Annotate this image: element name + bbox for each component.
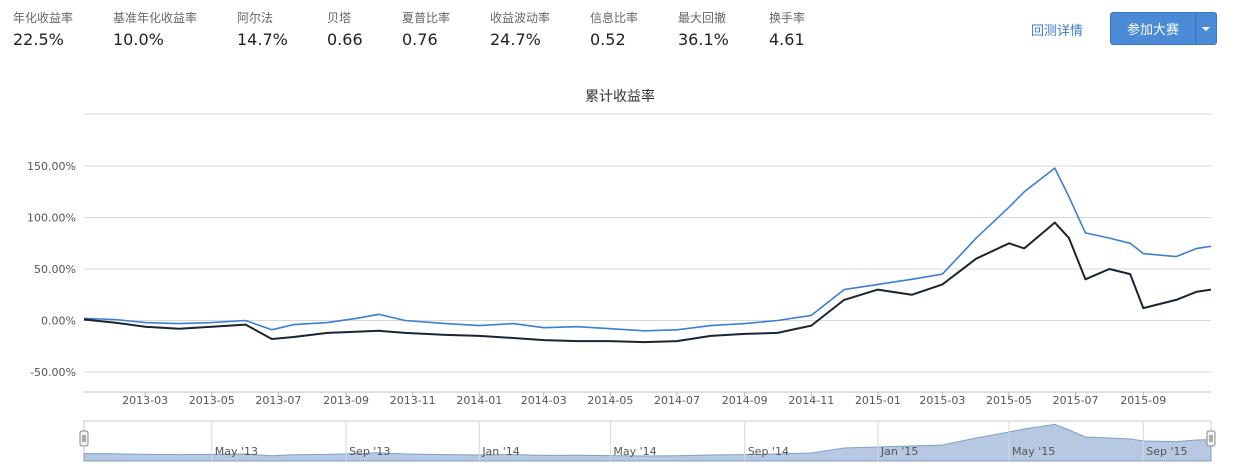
metric-label: 收益波动率 (490, 11, 551, 25)
metric-beta: 贝塔 0.66 (327, 10, 402, 51)
y-tick-label: 100.00% (27, 212, 76, 225)
metric-benchmark-return: 基准年化收益率 10.0% (113, 10, 237, 51)
metric-label: 阿尔法 (237, 11, 274, 25)
metric-label: 最大回撤 (678, 11, 727, 25)
metric-max-drawdown: 最大回撤 36.1% (678, 10, 769, 51)
metric-label: 基准年化收益率 (113, 11, 198, 25)
x-tick-label: 2014-05 (587, 394, 633, 407)
navigator-tick-label: May '14 (613, 445, 656, 458)
x-tick-label: 2015-03 (919, 394, 965, 407)
x-tick-label: 2013-07 (255, 394, 301, 407)
metric-value: 0.52 (590, 30, 626, 49)
x-tick-label: 2015-09 (1120, 394, 1166, 407)
x-tick-label: 2015-05 (986, 394, 1032, 407)
portfolio-line (83, 167, 1212, 332)
backtest-detail-link[interactable]: 回测详情 (1031, 24, 1084, 39)
navigator-tick-label: Jan '15 (880, 445, 918, 458)
chart-title: 累计收益率 (585, 89, 655, 105)
metric-value: 22.5% (13, 30, 64, 49)
navigator-tick-label: Sep '15 (1146, 445, 1187, 458)
y-tick-label: 0.00% (41, 315, 76, 328)
metric-volatility: 收益波动率 24.7% (490, 10, 590, 51)
metric-alpha: 阿尔法 14.7% (237, 10, 327, 51)
metric-value: 0.66 (327, 30, 363, 49)
x-tick-label: 2013-11 (390, 394, 436, 407)
join-contest-label: 参加大赛 (1126, 23, 1179, 38)
x-tick-label: 2014-03 (521, 394, 567, 407)
navigator-tick-label: Jan '14 (481, 445, 519, 458)
metric-value: 24.7% (490, 30, 541, 49)
button-divider (1195, 13, 1196, 44)
metric-label: 换手率 (769, 11, 806, 25)
x-tick-label: 2013-05 (189, 394, 235, 407)
join-contest-button[interactable]: 参加大赛 (1110, 12, 1217, 45)
x-tick-label: 2014-09 (722, 394, 768, 407)
y-tick-label: 150.00% (27, 160, 76, 173)
x-tick-label: 2013-03 (122, 394, 168, 407)
metric-annual-return: 年化收益率 22.5% (13, 10, 113, 51)
navigator-tick-label: Sep '14 (748, 445, 789, 458)
y-tick-label: 50.00% (34, 263, 76, 276)
x-tick-label: 2013-09 (323, 394, 369, 407)
metric-value: 36.1% (678, 30, 729, 49)
navigator-right-handle[interactable] (1206, 430, 1216, 447)
metric-turnover: 换手率 4.61 (769, 10, 839, 51)
metric-sharpe: 夏普比率 0.76 (402, 10, 490, 51)
dropdown-toggle[interactable] (1196, 13, 1216, 44)
metric-value: 0.76 (402, 30, 438, 49)
caret-down-icon (1202, 26, 1210, 31)
x-tick-label: 2014-11 (788, 394, 834, 407)
metric-value: 4.61 (769, 30, 805, 49)
metric-value: 14.7% (237, 30, 288, 49)
benchmark-line (83, 221, 1212, 344)
navigator-tick-label: Sep '13 (349, 445, 390, 458)
navigator-tick-label: May '15 (1012, 445, 1055, 458)
metric-value: 10.0% (113, 30, 164, 49)
y-tick-label: -50.00% (30, 366, 76, 379)
x-tick-label: 2015-01 (855, 394, 901, 407)
navigator-tick-label: May '13 (215, 445, 258, 458)
metrics-bar: 年化收益率 22.5% 基准年化收益率 10.0% 阿尔法 14.7% 贝塔 0… (13, 10, 839, 51)
metric-info-ratio: 信息比率 0.52 (590, 10, 678, 51)
metric-label: 贝塔 (327, 11, 352, 25)
x-tick-label: 2015-07 (1053, 394, 1099, 407)
metric-label: 夏普比率 (402, 11, 451, 25)
metric-label: 年化收益率 (13, 11, 74, 25)
x-tick-label: 2014-01 (456, 394, 502, 407)
x-tick-label: 2014-07 (654, 394, 700, 407)
metric-label: 信息比率 (590, 11, 639, 25)
navigator-left-handle[interactable] (79, 430, 89, 447)
navigator-area (83, 423, 1212, 462)
